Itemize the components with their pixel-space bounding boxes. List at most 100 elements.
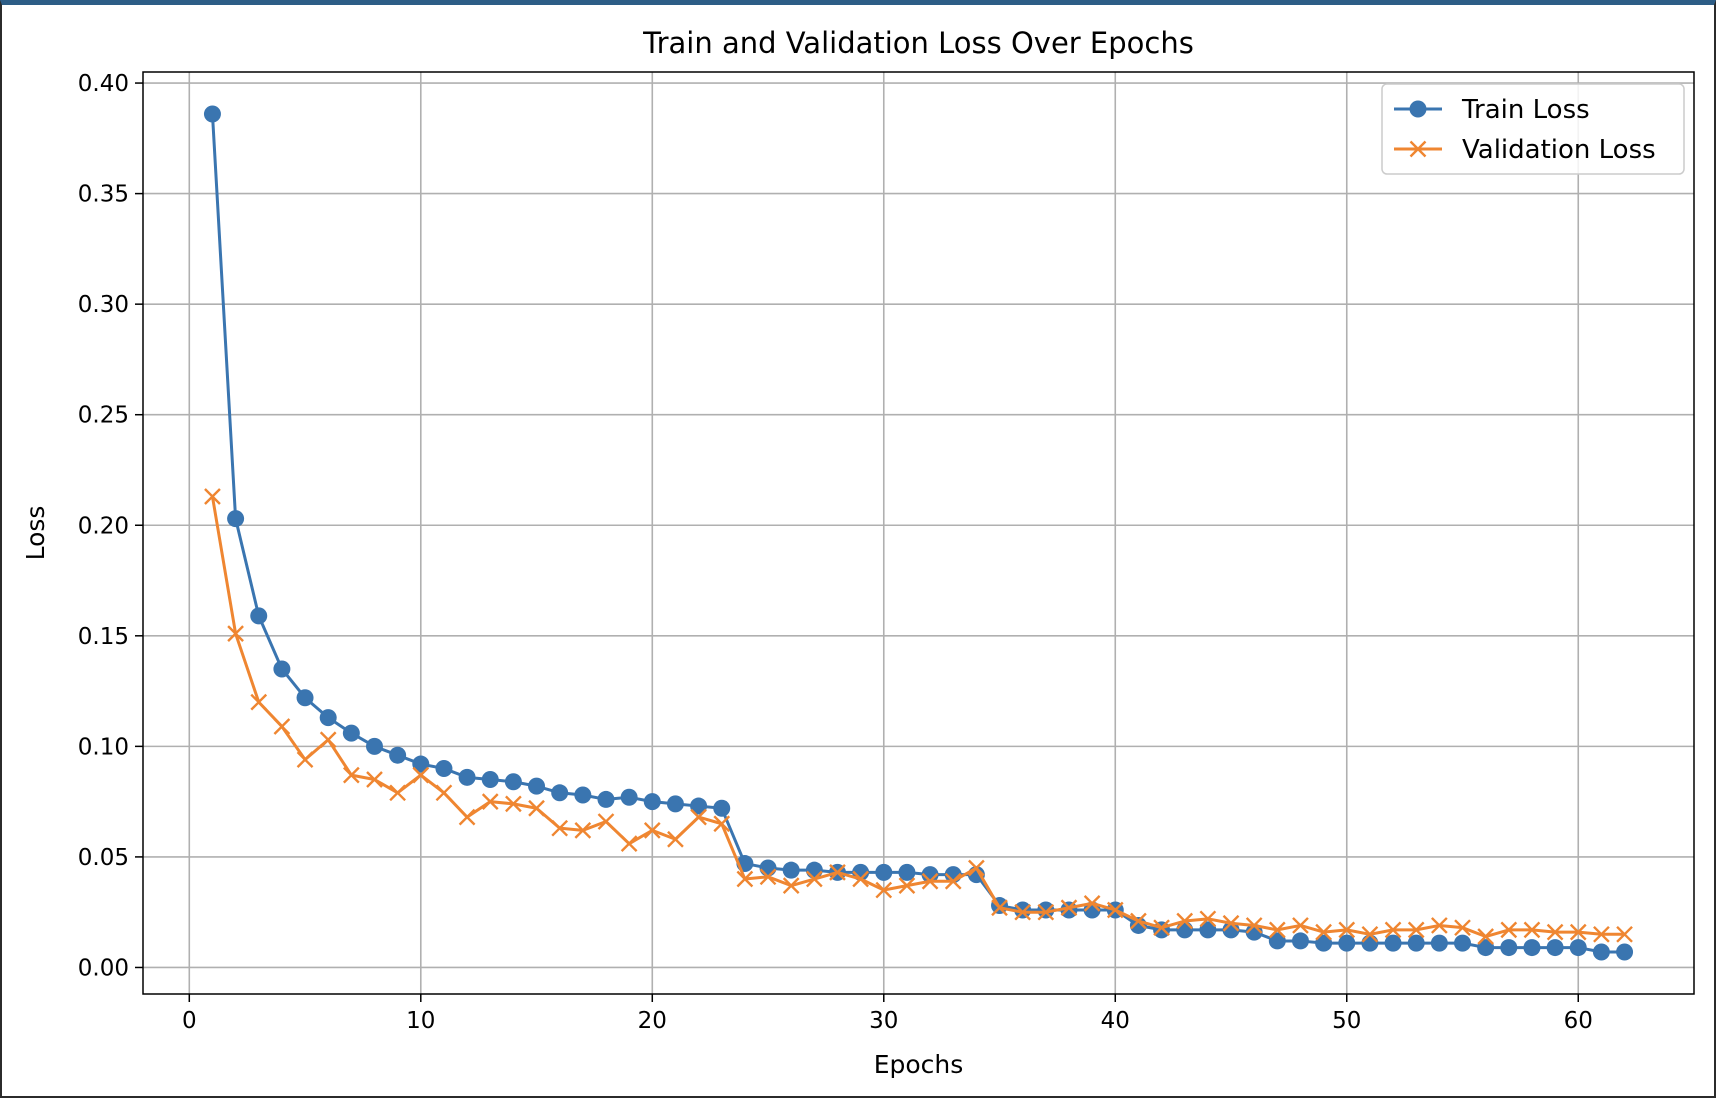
data-point — [1338, 934, 1356, 952]
data-point — [1106, 901, 1124, 919]
data-point — [1222, 914, 1240, 932]
data-point — [1569, 923, 1587, 941]
data-point — [1592, 943, 1610, 961]
data-point — [435, 759, 453, 777]
data-point — [528, 777, 546, 795]
data-point — [574, 822, 592, 839]
y-tick-label: 0.25 — [78, 403, 129, 429]
data-point — [666, 795, 684, 813]
data-point — [1037, 903, 1055, 921]
data-point — [736, 870, 754, 888]
x-tick-label: 10 — [406, 1008, 435, 1034]
y-tick-label: 0.40 — [78, 71, 129, 97]
data-point — [412, 766, 430, 784]
data-point — [1384, 934, 1402, 952]
data-point — [273, 718, 291, 735]
data-point — [1523, 921, 1541, 939]
data-point — [898, 877, 916, 895]
data-point — [968, 859, 985, 877]
data-point — [389, 746, 407, 764]
data-point — [504, 773, 522, 791]
x-tick-label: 50 — [1332, 1008, 1361, 1034]
data-point — [852, 870, 869, 888]
data-point — [1616, 943, 1634, 961]
data-point — [1500, 939, 1518, 957]
data-point — [1454, 934, 1472, 952]
data-point — [1222, 921, 1240, 939]
data-point — [643, 822, 661, 839]
data-point — [1060, 899, 1078, 917]
data-point — [1338, 921, 1356, 939]
data-point — [1315, 934, 1333, 952]
data-point — [829, 864, 846, 881]
data-point — [204, 488, 221, 505]
data-point — [1546, 923, 1564, 941]
data-point — [1569, 939, 1587, 957]
data-point — [643, 793, 661, 811]
grid — [143, 72, 1694, 994]
data-point — [1153, 921, 1171, 939]
data-point — [1130, 912, 1147, 930]
data-point — [412, 755, 430, 773]
series-validation-loss — [204, 488, 1633, 945]
plot-area — [142, 71, 1695, 995]
data-point — [1245, 917, 1263, 934]
data-point — [805, 870, 823, 888]
data-point — [898, 863, 916, 881]
x-tick-label: 30 — [869, 1008, 898, 1034]
data-point — [1361, 925, 1379, 943]
data-point — [597, 813, 615, 830]
data-point — [250, 693, 268, 711]
y-tick-label: 0.30 — [78, 292, 129, 318]
legend-label: Validation Loss — [1462, 135, 1656, 165]
data-point — [273, 660, 291, 678]
data-point — [319, 731, 337, 749]
data-point — [1176, 912, 1194, 930]
data-point — [1083, 894, 1101, 912]
x-tick-label: 20 — [638, 1008, 667, 1034]
data-point — [1291, 932, 1309, 950]
legend-swatch-marker — [1409, 140, 1427, 158]
data-point — [875, 881, 893, 899]
data-point — [667, 830, 684, 848]
data-point — [782, 877, 800, 895]
data-point — [1384, 921, 1402, 939]
legend-box — [1381, 83, 1685, 175]
data-point — [227, 510, 245, 528]
data-point — [713, 799, 731, 817]
data-point — [713, 815, 731, 833]
y-tick-label: 0.15 — [78, 624, 129, 650]
data-point — [690, 808, 707, 826]
data-point — [1037, 901, 1055, 919]
data-point — [1546, 939, 1564, 957]
legend-label: Train Loss — [1461, 95, 1590, 125]
y-axis-label: Loss — [21, 506, 50, 561]
data-point — [1014, 903, 1032, 921]
data-point — [1292, 917, 1309, 934]
data-point — [1523, 939, 1541, 957]
data-point — [759, 868, 777, 886]
data-point — [319, 709, 337, 727]
data-point — [1500, 921, 1518, 939]
data-point — [782, 861, 800, 879]
x-tick-label: 0 — [182, 1008, 197, 1034]
data-point — [203, 105, 221, 123]
x-tick-label: 60 — [1564, 1008, 1593, 1034]
series-line — [210, 113, 1625, 954]
data-point — [551, 819, 569, 837]
data-point — [296, 751, 314, 768]
data-point — [1014, 901, 1032, 919]
data-point — [921, 872, 939, 890]
x-tick-label: 40 — [1101, 1008, 1130, 1034]
data-point — [1361, 934, 1379, 952]
data-point — [435, 784, 453, 802]
data-point — [389, 784, 406, 802]
data-point — [1431, 917, 1448, 934]
data-point — [1616, 925, 1633, 943]
data-point — [1593, 925, 1610, 943]
legend-swatch-marker — [1409, 100, 1427, 118]
data-point — [597, 790, 615, 808]
data-point — [1153, 919, 1170, 937]
data-point — [620, 835, 638, 852]
data-point — [875, 863, 893, 881]
